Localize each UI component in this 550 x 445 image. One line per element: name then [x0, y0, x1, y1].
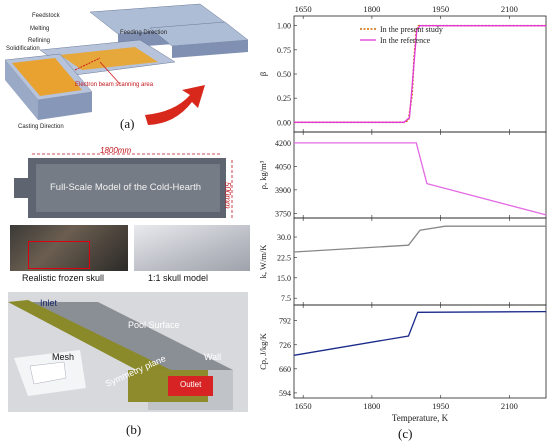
- y-tick-label-2: 30.0: [277, 233, 291, 242]
- x-tick-label: 2100: [501, 401, 518, 411]
- y-tick-label-0: 0.75: [277, 46, 291, 55]
- panel-b: Inlet Pool Surface Wall Mesh Symmetry pl…: [8, 292, 248, 437]
- label-electron-beam: Electron beam scanning area: [75, 82, 154, 88]
- series-line-1-0: [294, 142, 547, 216]
- series-line-3-0: [293, 310, 547, 356]
- y-tick-label-0: 0.50: [277, 70, 291, 79]
- x-axis-label: Temperature, K: [392, 413, 449, 423]
- frozen-skull-photo: [10, 225, 128, 271]
- x-tick-label: 1950: [432, 401, 449, 411]
- label-melting: Melting: [30, 26, 50, 32]
- caption-skull-model: 1:1 skull model: [148, 273, 209, 283]
- dimension-height: 500mm: [223, 182, 232, 209]
- cold-hearth-furnace-diagram: [4, 3, 249, 125]
- y-tick-label-2: 15.0: [277, 274, 291, 283]
- y-tick-label-0: 0.00: [277, 118, 291, 127]
- y-axis-label-2: k, W/m/K: [258, 244, 268, 279]
- series-line-0-1: [294, 25, 546, 123]
- x-top-tick-label: 1800: [363, 4, 380, 14]
- y-axis-label-1: ρ, kg/m³: [258, 160, 268, 189]
- label-feedstock: Feedstock: [32, 13, 60, 19]
- label-outlet: Outlet: [180, 380, 202, 389]
- series-line-2-0: [293, 225, 546, 253]
- label-inlet: Inlet: [40, 298, 58, 308]
- y-tick-label-3: 792: [279, 317, 291, 326]
- x-top-tick-label: 2100: [501, 4, 518, 14]
- skull-photos: Realistic frozen skull 1:1 skull model: [10, 225, 250, 285]
- y-tick-label-2: 7.5: [281, 294, 291, 303]
- dimension-width: 1800mm: [100, 146, 132, 155]
- caption-frozen-skull: Realistic frozen skull: [22, 273, 105, 283]
- label-pool-surface: Pool Surface: [128, 320, 180, 330]
- panel-a: Feedstock Melting Refining Solidificatio…: [0, 0, 250, 150]
- red-arrow: [145, 85, 205, 125]
- x-top-tick-label: 1950: [432, 4, 449, 14]
- y-tick-label-1: 3750: [275, 209, 291, 218]
- y-tick-label-2: 22.5: [277, 253, 291, 262]
- label-refining: Refining: [28, 38, 51, 44]
- model-title: Full-Scale Model of the Cold-Hearth: [50, 182, 202, 193]
- plot-frame-3: [293, 304, 547, 399]
- y-tick-label-0: 0.25: [277, 94, 291, 103]
- x-top-tick-label: 1650: [295, 4, 312, 14]
- caption-a: (a): [120, 116, 135, 131]
- y-tick-label-1: 3900: [275, 186, 291, 195]
- y-tick-label-3: 660: [279, 365, 291, 374]
- caption-b: (b): [126, 422, 142, 437]
- skull-model-photo: [134, 225, 250, 271]
- label-wall: Wall: [204, 352, 222, 362]
- caption-c: (c): [398, 426, 413, 441]
- x-tick-label: 1800: [363, 401, 380, 411]
- property-charts: 0.00 0.25 0.50 0.75 1.00 β 3750 3900 4050 4200 ρ, …: [258, 4, 547, 423]
- label-solidification: Solidification: [6, 46, 40, 52]
- y-axis-label-0: β: [258, 72, 268, 76]
- y-tick-label-3: 726: [279, 341, 291, 350]
- full-scale-model: 1800mm 500mm Full-Scale Model of the Col…: [10, 146, 250, 228]
- legend-label-reference: In the reference: [380, 36, 431, 45]
- y-axis-label-3: Cp, J/kg/K: [258, 332, 268, 370]
- label-casting-direction: Casting Direction: [18, 124, 64, 130]
- y-tick-label-3: 594: [279, 389, 291, 398]
- y-tick-label-1: 4200: [275, 139, 291, 148]
- y-tick-label-0: 1.00: [277, 22, 291, 31]
- label-mesh: Mesh: [52, 352, 75, 362]
- y-tick-label-1: 4050: [275, 162, 291, 171]
- label-feeding-direction: Feeding Direction: [120, 30, 168, 36]
- legend-label-present: In the present study: [380, 25, 443, 34]
- x-tick-label: 1650: [295, 401, 312, 411]
